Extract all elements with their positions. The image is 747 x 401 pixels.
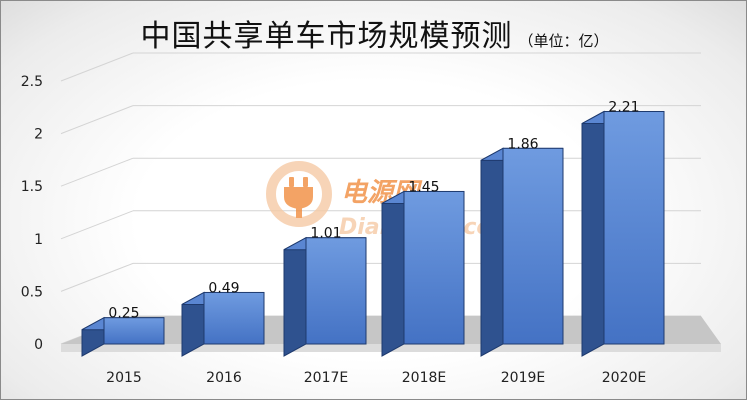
gridline-depth — [60, 157, 134, 187]
x-tick-label: 2016 — [206, 370, 242, 386]
chart-title-unit: （单位：亿） — [518, 32, 609, 50]
y-tick-label: 2.5 — [21, 74, 43, 90]
data-label: 0.49 — [208, 280, 239, 296]
bar — [480, 147, 564, 357]
gridline-depth — [60, 105, 134, 135]
y-tick-label: 1 — [34, 232, 43, 248]
gridline-depth — [60, 262, 134, 292]
y-tick-label: 0.5 — [21, 284, 43, 300]
x-tick-label: 2019E — [501, 370, 545, 386]
bar-front — [603, 111, 665, 345]
x-tick-label: 2020E — [602, 370, 646, 386]
data-label: 2.21 — [608, 100, 639, 116]
bar-side — [283, 236, 307, 357]
x-tick-label: 2017E — [304, 370, 348, 386]
gridline-depth — [60, 210, 134, 240]
y-tick-label: 2 — [34, 127, 43, 143]
x-tick-label: 2015 — [106, 370, 142, 386]
data-label: 1.86 — [507, 136, 538, 152]
bar — [283, 236, 367, 357]
chart-title: 中国共享单车市场规模预测 （单位：亿） — [1, 11, 747, 55]
gridline-depth — [60, 52, 134, 82]
bar-front — [502, 147, 564, 345]
bar-front — [103, 317, 165, 345]
y-tick-label: 0 — [34, 337, 43, 353]
bar — [381, 190, 465, 357]
x-tick-label: 2018E — [402, 370, 446, 386]
bar-side — [381, 190, 405, 357]
bar-front — [305, 237, 367, 345]
bar — [581, 110, 665, 357]
chart-title-main: 中国共享单车市场规模预测 — [140, 19, 513, 54]
plug-logo-icon — [266, 161, 332, 227]
bar-front — [203, 291, 265, 345]
data-label: 1.01 — [310, 226, 341, 242]
data-label: 1.45 — [408, 179, 439, 195]
bar — [181, 291, 265, 357]
bar — [81, 316, 165, 357]
y-tick-label: 1.5 — [21, 179, 43, 195]
bar-side — [480, 147, 504, 357]
data-label: 0.25 — [108, 306, 139, 322]
bar-side — [581, 110, 605, 357]
bar-front — [403, 190, 465, 345]
plug-glyph-icon — [284, 177, 313, 218]
